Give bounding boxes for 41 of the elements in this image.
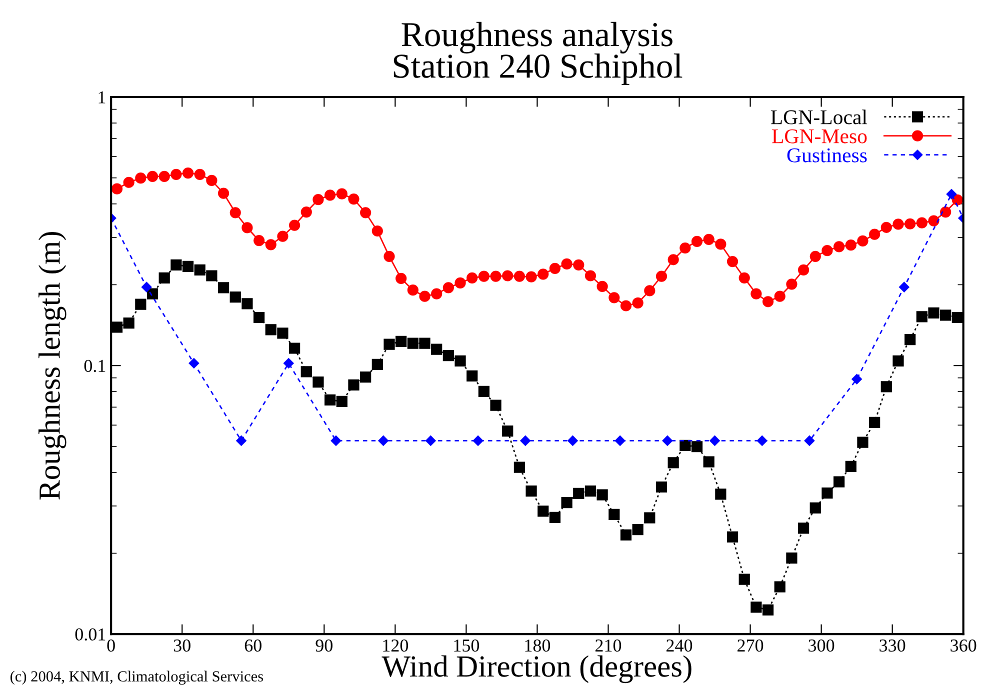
point [852, 374, 862, 384]
point [614, 436, 626, 446]
y-tick-label: 1 [98, 91, 106, 104]
legend-label: Gustiness [787, 148, 867, 162]
x-tick-label: 330 [880, 639, 906, 652]
point [756, 436, 768, 446]
x-tick-label: 150 [454, 639, 480, 652]
chart-title: Roughness analysis Station 240 Schiphol [394, 22, 682, 85]
point [141, 282, 152, 292]
point [520, 436, 530, 446]
y-axis-title: Roughness length (m) [38, 232, 66, 500]
y-tick-label: 0.01 [75, 628, 106, 641]
x-tick-label: 90 [316, 639, 332, 652]
x-tick-label: 60 [244, 639, 262, 652]
point [472, 436, 484, 446]
x-tick-label: 120 [383, 639, 408, 652]
y-tick-label: 0.1 [84, 360, 106, 372]
point [236, 436, 246, 446]
x-tick-label: 360 [950, 639, 976, 652]
point [804, 436, 815, 446]
x-tick-label: 210 [595, 639, 622, 652]
x-tick-label: 240 [666, 639, 692, 652]
text: (c) 2004, KNMI, Climatological Services [10, 670, 263, 685]
point [378, 436, 388, 446]
x-tick-label: 270 [738, 639, 764, 652]
legend-label: LGN-Meso [772, 129, 867, 144]
point [188, 358, 200, 368]
point [710, 436, 720, 446]
point [426, 436, 436, 446]
x-tick-label: 30 [174, 639, 190, 652]
point [284, 358, 294, 368]
point [899, 282, 910, 292]
x-tick-label: 0 [107, 639, 115, 652]
x-tick-label: 180 [525, 639, 550, 652]
legend-label: LGN-Local [770, 110, 868, 124]
point [946, 188, 957, 200]
x-tick-label: 300 [808, 639, 834, 652]
x-axis-title: Wind Direction (degrees) [382, 655, 692, 684]
point [330, 436, 342, 446]
point [568, 436, 578, 446]
point [662, 436, 673, 446]
